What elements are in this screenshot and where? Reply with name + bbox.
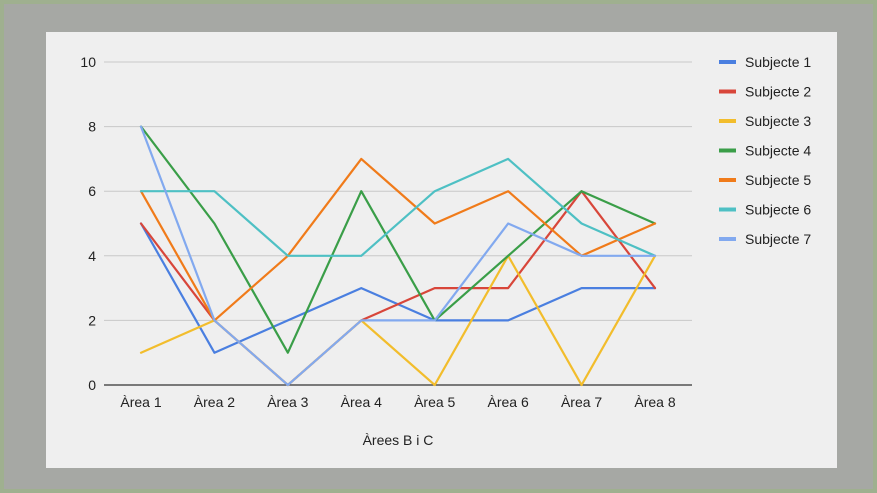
legend-label: Subjecte 3	[745, 113, 811, 129]
x-tick-label: Àrea 2	[194, 394, 235, 410]
x-tick-label: Àrea 3	[267, 394, 308, 410]
series-line-4	[139, 125, 657, 354]
y-tick-label: 2	[88, 312, 96, 328]
x-tick-label: Àrea 1	[120, 394, 161, 410]
series-line-7	[139, 125, 657, 387]
legend-label: Subjecte 5	[745, 172, 811, 188]
y-tick-label: 8	[88, 119, 96, 135]
y-tick-label: 0	[88, 377, 96, 393]
legend: Subjecte 1 Subjecte 2 Subjecte 3 Subjecte 4…	[719, 54, 811, 247]
x-axis-label: Àrees B i C	[363, 432, 434, 448]
x-axis-ticks: Àrea 1 Àrea 2 Àrea 3 Àrea 4 Àrea 5 Àrea 6 Àrea…	[120, 394, 675, 410]
y-tick-label: 10	[80, 54, 96, 70]
x-tick-label: Àrea 6	[488, 394, 529, 410]
series-line-1	[139, 222, 657, 354]
series-line-5	[139, 157, 657, 322]
x-tick-label: Àrea 4	[341, 394, 382, 410]
legend-label: Subjecte 6	[745, 202, 811, 218]
chart-panel	[46, 32, 837, 468]
y-tick-label: 4	[88, 248, 96, 264]
x-tick-label: Àrea 8	[634, 394, 675, 410]
y-tick-label: 6	[88, 183, 96, 199]
y-axis-ticks: 0 2 4 6 8 10	[80, 54, 96, 393]
legend-label: Subjecte 2	[745, 84, 811, 100]
x-tick-label: Àrea 7	[561, 394, 602, 410]
series-line-6	[139, 157, 657, 257]
legend-label: Subjecte 1	[745, 54, 811, 70]
series-lines	[139, 125, 657, 387]
x-tick-label: Àrea 5	[414, 394, 455, 410]
legend-label: Subjecte 4	[745, 143, 811, 159]
legend-label: Subjecte 7	[745, 231, 811, 247]
